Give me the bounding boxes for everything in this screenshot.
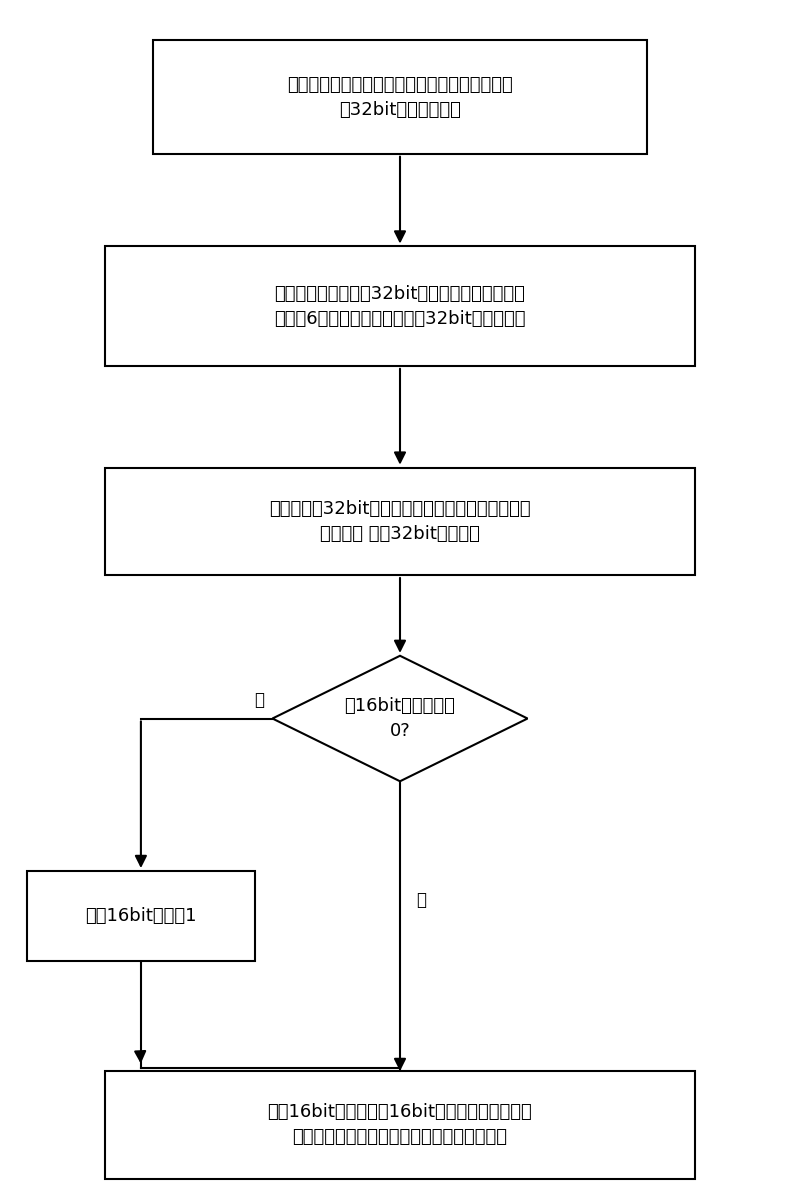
Polygon shape: [273, 655, 527, 781]
Text: 基于所形成的各具有32bit的无符号数据，进行列
方向的6阶滤波，以获得至少䌠32bit位的中间値: 基于所形成的各具有32bit的无符号数据，进行列 方向的6阶滤波，以获得至少䌠3…: [274, 285, 526, 328]
FancyBboxPatch shape: [105, 467, 695, 575]
FancyBboxPatch shape: [105, 1071, 695, 1179]
Text: 将陀16bit数据加1: 将陀16bit数据加1: [85, 907, 197, 925]
Text: 将相邻两列的像素点的亮度値两两组合形成各具
有32bit的无符号数据: 将相邻两列的像素点的亮度値两两组合形成各具 有32bit的无符号数据: [287, 75, 513, 119]
FancyBboxPatch shape: [27, 871, 254, 961]
FancyBboxPatch shape: [105, 247, 695, 365]
FancyBboxPatch shape: [153, 41, 647, 153]
Text: 否: 否: [416, 891, 426, 909]
Text: 将陀16bit位数据和內16bit位数据或者分别移位
后，获得相应列内插点亮度値；或者予以缓存: 将陀16bit位数据和內16bit位数据或者分别移位 后，获得相应列内插点亮度値…: [268, 1103, 532, 1146]
Text: 是: 是: [254, 691, 265, 709]
Text: 将至少・・32bit位的中间値分别加上一预设値，以
获得至少 新的32bit位的数据: 将至少・・32bit位的中间値分别加上一预设値，以 获得至少 新的32bit位的…: [269, 500, 531, 543]
Text: 內16bit位数据小于
0?: 內16bit位数据小于 0?: [345, 697, 455, 740]
